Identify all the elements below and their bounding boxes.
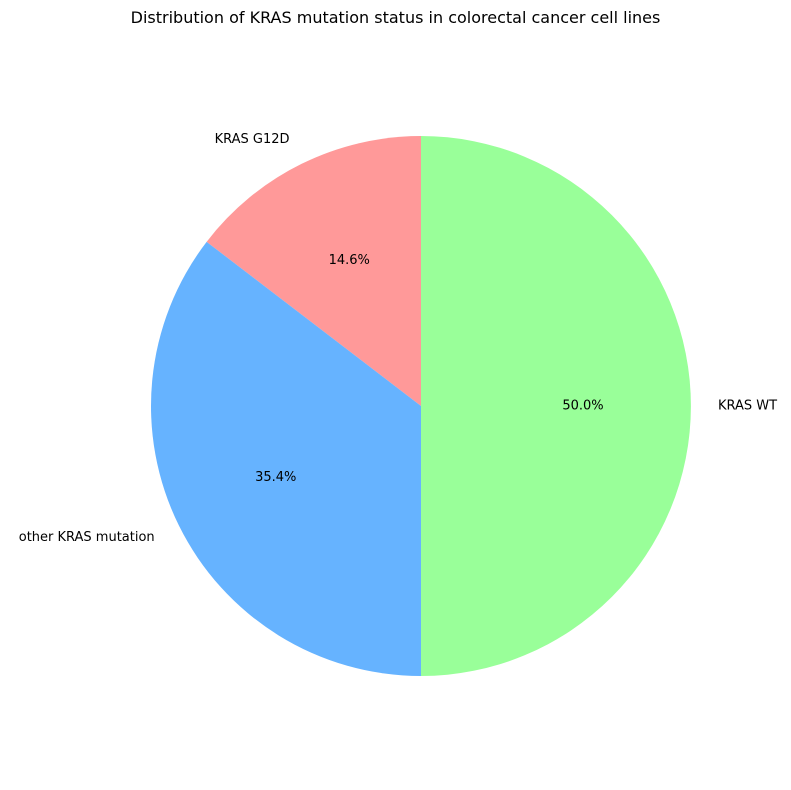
chart-title: Distribution of KRAS mutation status in … xyxy=(130,8,661,27)
slice-category-label: other KRAS mutation xyxy=(19,530,155,545)
slice-percent-label: 35.4% xyxy=(255,470,296,485)
slice-category-label: KRAS G12D xyxy=(215,132,290,147)
pie-slice-kras-g12d xyxy=(206,136,421,406)
slice-percent-label: 50.0% xyxy=(562,399,603,414)
pie-slice-kras-wt xyxy=(421,136,691,676)
pie-slice-other-kras-mutation xyxy=(151,241,422,676)
slice-category-label: KRAS WT xyxy=(718,399,777,414)
slice-percent-label: 14.6% xyxy=(329,253,370,268)
